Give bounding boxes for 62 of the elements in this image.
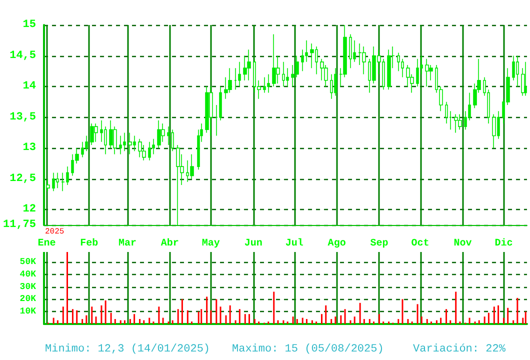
candlestick (247, 49, 251, 81)
candlestick (56, 172, 59, 188)
candlestick (138, 138, 142, 158)
candlestick (263, 76, 266, 94)
candlestick (492, 114, 496, 148)
text: 2025 (45, 228, 64, 236)
candlestick (267, 74, 270, 94)
candlestick (516, 55, 519, 87)
candlestick (205, 86, 209, 134)
x-tick-label: Oct (411, 238, 430, 250)
candlestick (334, 68, 337, 96)
y-tick-label: 40K (20, 269, 37, 280)
x-tick-label: Jul (285, 238, 304, 250)
y-tick-label: 11,75 (2, 219, 36, 231)
candlestick (171, 129, 174, 152)
y-tick-label: 15 (22, 19, 36, 31)
candlestick (209, 86, 213, 136)
candlestick (272, 34, 276, 87)
candlestick (425, 58, 429, 87)
candlestick (387, 49, 391, 90)
x-tick-label: Jun (244, 238, 262, 250)
y-tick-label: 14 (22, 80, 36, 93)
candlestick (123, 132, 126, 152)
text: Maximo: 15 (05/08/2025) (232, 344, 384, 356)
y-tick-label: 12 (22, 204, 36, 216)
text: Minimo: 12,3 (14/01/2025) (45, 344, 210, 356)
candlestick (454, 114, 458, 134)
candlestick (90, 123, 94, 146)
x-tick-label: May (202, 238, 220, 250)
candlestick (157, 120, 161, 148)
candlestick (119, 135, 122, 155)
candlestick (524, 62, 527, 96)
y-tick-label: 30K (20, 282, 37, 292)
y-tick-label: 13,5 (10, 111, 36, 124)
candlestick (128, 132, 132, 155)
candlestick (416, 58, 419, 87)
candlestick (176, 144, 180, 226)
candlestick (238, 62, 241, 87)
x-tick-label: Ene (38, 238, 56, 250)
y-tick-label: 14,5 (10, 50, 36, 62)
candlestick (190, 154, 194, 180)
candlestick (46, 178, 50, 192)
x-tick-label: Nov (454, 238, 472, 250)
candlestick (52, 172, 55, 192)
candlestick (94, 123, 98, 142)
y-tick-label: 12,5 (10, 172, 36, 185)
x-tick-label: Mar (118, 238, 136, 250)
x-tick-label: Ago (328, 238, 346, 250)
x-tick-label: Abr (160, 238, 179, 250)
x-tick-label: Feb (80, 238, 98, 250)
x-tick-label: Dic (494, 238, 513, 250)
candlestick (148, 142, 151, 161)
y-tick-label: 10K (20, 306, 37, 317)
y-tick-label: 20K (20, 294, 37, 304)
candlestick (282, 62, 285, 87)
candlestick (458, 114, 462, 130)
text: Variación: 22% (413, 344, 506, 356)
y-tick-label: 50K (20, 256, 37, 267)
candlestick (362, 46, 366, 75)
x-tick-label: Sep (370, 238, 388, 250)
candlestick (349, 34, 352, 68)
y-tick-label: 13 (22, 142, 36, 154)
